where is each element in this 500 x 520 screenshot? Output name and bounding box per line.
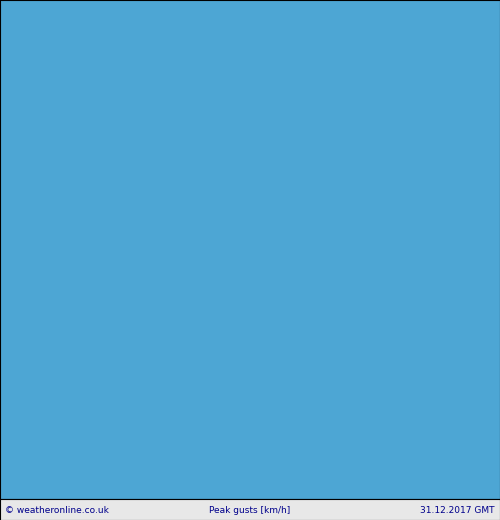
Text: 31.12.2017 GMT: 31.12.2017 GMT [420, 506, 495, 515]
Text: © weatheronline.co.uk: © weatheronline.co.uk [5, 506, 109, 515]
Text: Peak gusts [km/h]: Peak gusts [km/h] [210, 506, 290, 515]
